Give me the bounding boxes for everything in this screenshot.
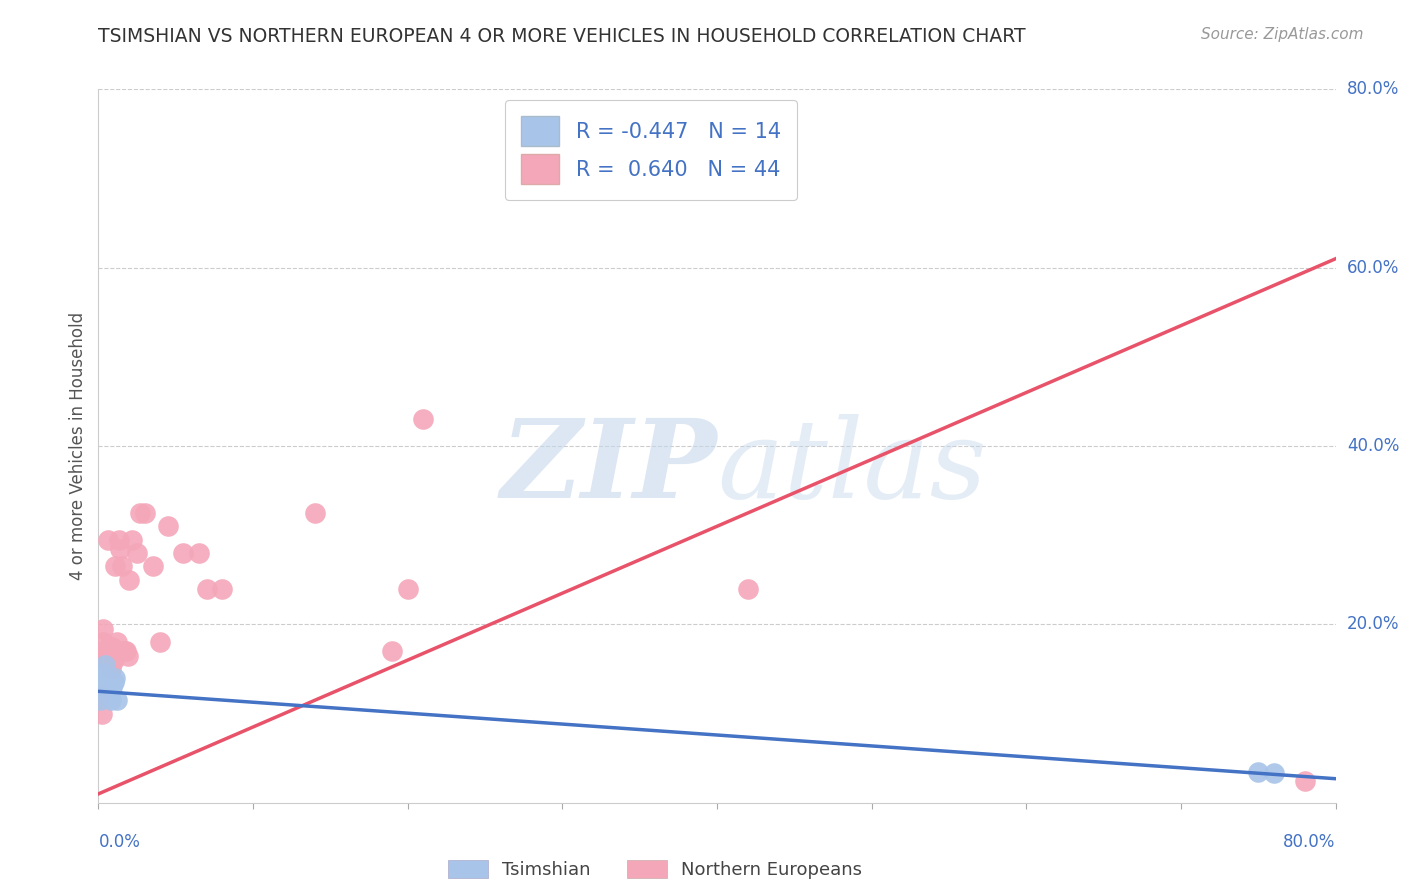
Text: 80.0%: 80.0% xyxy=(1347,80,1399,98)
Point xyxy=(134,506,156,520)
Point xyxy=(98,648,121,663)
Point xyxy=(112,644,135,658)
Point xyxy=(100,657,122,672)
Point xyxy=(105,635,128,649)
Point xyxy=(381,644,404,658)
Point xyxy=(396,582,419,596)
Point xyxy=(91,635,114,649)
Text: 0.0%: 0.0% xyxy=(98,833,141,851)
Point xyxy=(97,640,120,654)
Point xyxy=(149,635,172,649)
Point xyxy=(101,680,124,694)
Point xyxy=(91,622,114,636)
Point xyxy=(103,675,125,690)
Point xyxy=(105,693,128,707)
Point xyxy=(89,689,111,703)
Point xyxy=(96,684,118,698)
Point xyxy=(97,533,120,547)
Legend: Tsimshian, Northern Europeans: Tsimshian, Northern Europeans xyxy=(441,853,869,887)
Point xyxy=(304,506,326,520)
Point xyxy=(91,675,114,690)
Point xyxy=(157,519,180,533)
Point xyxy=(103,648,125,663)
Text: atlas: atlas xyxy=(717,414,987,521)
Point xyxy=(103,653,125,667)
Text: 40.0%: 40.0% xyxy=(1347,437,1399,455)
Point xyxy=(111,559,132,574)
Point xyxy=(141,559,165,574)
Point xyxy=(98,644,121,658)
Point xyxy=(1294,773,1316,788)
Point xyxy=(93,657,115,672)
Point xyxy=(117,648,139,663)
Point xyxy=(188,546,211,560)
Point xyxy=(93,644,115,658)
Point xyxy=(100,693,122,707)
Point xyxy=(101,644,124,658)
Text: 20.0%: 20.0% xyxy=(1347,615,1399,633)
Point xyxy=(96,653,118,667)
Point xyxy=(100,662,122,676)
Text: 80.0%: 80.0% xyxy=(1284,833,1336,851)
Point xyxy=(90,666,112,681)
Point xyxy=(90,706,112,721)
Text: Source: ZipAtlas.com: Source: ZipAtlas.com xyxy=(1201,27,1364,42)
Point xyxy=(104,559,127,574)
Point xyxy=(127,546,149,560)
Point xyxy=(118,573,141,587)
Point xyxy=(114,644,136,658)
Point xyxy=(1263,766,1285,780)
Point xyxy=(1247,764,1270,779)
Point xyxy=(737,582,759,596)
Point xyxy=(412,412,434,426)
Point xyxy=(96,644,118,658)
Point xyxy=(172,546,194,560)
Point xyxy=(107,533,129,547)
Point xyxy=(129,506,152,520)
Point xyxy=(108,541,131,556)
Text: ZIP: ZIP xyxy=(501,414,717,521)
Point xyxy=(115,644,138,658)
Text: 60.0%: 60.0% xyxy=(1347,259,1399,277)
Point xyxy=(97,680,120,694)
Point xyxy=(101,640,124,654)
Point xyxy=(211,582,233,596)
Point xyxy=(89,693,111,707)
Point xyxy=(104,671,127,685)
Point xyxy=(98,689,121,703)
Y-axis label: 4 or more Vehicles in Household: 4 or more Vehicles in Household xyxy=(69,312,87,580)
Point xyxy=(195,582,218,596)
Text: TSIMSHIAN VS NORTHERN EUROPEAN 4 OR MORE VEHICLES IN HOUSEHOLD CORRELATION CHART: TSIMSHIAN VS NORTHERN EUROPEAN 4 OR MORE… xyxy=(98,27,1026,45)
Point xyxy=(121,533,143,547)
